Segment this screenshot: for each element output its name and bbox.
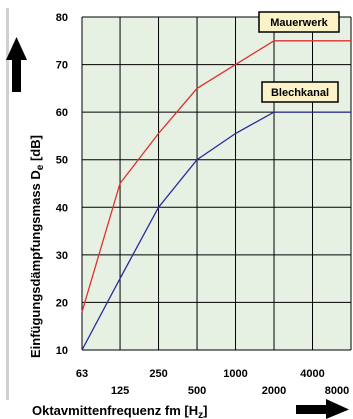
x-tick-label: 500	[188, 385, 206, 397]
x-axis-arrow-icon	[296, 399, 349, 419]
series-label: Mauerwerk	[270, 17, 328, 29]
x-tick-label: 8000	[325, 385, 349, 397]
x-tick-label: 1000	[223, 368, 247, 380]
x-tick-label: 125	[111, 385, 129, 397]
x-tick-label: 250	[149, 368, 167, 380]
y-tick-label: 50	[56, 155, 68, 167]
plot-area	[82, 17, 351, 350]
y-tick-label: 80	[56, 12, 68, 24]
x-tick-label: 2000	[262, 385, 286, 397]
y-tick-label: 30	[56, 250, 68, 262]
x-tick-label: 63	[76, 368, 88, 380]
y-tick-label: 20	[56, 297, 68, 309]
y-tick-label: 10	[56, 345, 68, 357]
x-tick-label: 4000	[300, 368, 324, 380]
y-axis-title: Einfügungsdämpfungsmass De [dB]	[28, 135, 46, 358]
y-axis-arrow-icon	[6, 37, 27, 92]
y-tick-label: 40	[56, 202, 68, 214]
y-tick-label: 60	[56, 107, 68, 119]
x-axis-title: Oktavmittenfrequenz fm [Hz]	[32, 403, 207, 419]
y-tick-label: 70	[56, 60, 68, 72]
series-label: Blechkanal	[271, 87, 329, 99]
